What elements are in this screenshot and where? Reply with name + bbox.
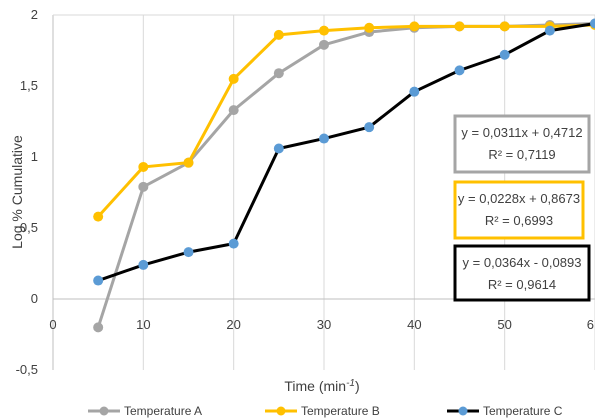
x-tick-labels: 0 10 20 30 40 50 6 xyxy=(49,317,594,332)
y-tick-label: 0,5 xyxy=(20,220,38,235)
data-point xyxy=(590,18,595,29)
data-point xyxy=(409,21,420,32)
legend-marker xyxy=(276,406,286,416)
data-point xyxy=(319,25,329,36)
series-2 xyxy=(93,19,595,222)
trendline-box-2: y = 0,0228x + 0,8673 R² = 0,6993 xyxy=(453,180,585,240)
data-point xyxy=(544,25,555,36)
y-tick-label: 0 xyxy=(31,291,38,306)
legend-marker xyxy=(458,406,468,416)
data-point xyxy=(273,143,284,154)
data-point xyxy=(454,65,465,76)
y-axis-title: Log % Cumulative xyxy=(9,135,25,249)
legend-label: Temperature C xyxy=(483,404,563,418)
data-point xyxy=(228,73,239,84)
trendline-r2: R² = 0,7119 xyxy=(488,147,555,162)
data-point xyxy=(319,39,329,50)
trendline-box-border xyxy=(453,180,585,240)
series-line xyxy=(97,22,595,282)
x-tick-label: 50 xyxy=(497,317,511,332)
y-tick-label: -0,5 xyxy=(16,362,38,377)
trendline-box-3: y = 0,0364x - 0,0893 R² = 0,9614 xyxy=(453,244,591,302)
x-axis-title: Time (min-1) xyxy=(284,378,359,394)
data-point xyxy=(138,161,149,172)
x-tick-label: 20 xyxy=(226,317,240,332)
x-tick-label: 10 xyxy=(136,317,150,332)
data-point xyxy=(319,133,329,144)
trendline-equation: y = 0,0228x + 0,8673 xyxy=(458,191,580,206)
data-point xyxy=(273,29,284,40)
trendline-box-border xyxy=(453,244,591,302)
data-point xyxy=(364,22,375,33)
data-point xyxy=(499,21,510,32)
data-point xyxy=(454,21,465,32)
data-point xyxy=(228,105,239,116)
x-tick-label: 0 xyxy=(49,317,56,332)
data-point xyxy=(93,275,104,286)
trendline-equation: y = 0,0311x + 0,4712 xyxy=(461,125,582,140)
y-tick-label: 2 xyxy=(31,7,38,22)
legend: Temperature A Temperature B Temperature C xyxy=(88,404,563,418)
legend-marker xyxy=(99,406,109,416)
x-tick-label: 40 xyxy=(407,317,421,332)
trendline-r2: R² = 0,6993 xyxy=(485,213,553,228)
data-point xyxy=(138,181,149,192)
data-point xyxy=(273,68,284,79)
y-tick-label: 1,5 xyxy=(20,78,38,93)
data-point xyxy=(409,86,420,97)
trendline-annotations: y = 0,0311x + 0,4712 R² = 0,7119 y = 0,022… xyxy=(453,114,591,302)
trendline-box-border xyxy=(453,114,591,174)
y-tick-label: 1 xyxy=(31,149,38,164)
series-3 xyxy=(93,18,595,286)
legend-label: Temperature A xyxy=(124,404,202,418)
data-point xyxy=(364,122,375,133)
trendline-r2: R² = 0,9614 xyxy=(488,277,556,292)
x-tick-label: 6 xyxy=(587,317,594,332)
y-tick-labels: -0,5 0 0,5 1 1,5 2 xyxy=(16,7,38,377)
data-point xyxy=(228,238,239,249)
series-layer xyxy=(93,18,595,333)
data-point xyxy=(499,49,510,60)
trendline-box-1: y = 0,0311x + 0,4712 R² = 0,7119 xyxy=(453,114,591,174)
data-point xyxy=(93,211,104,222)
legend-item-1: Temperature A xyxy=(88,404,202,418)
legend-item-2: Temperature B xyxy=(265,404,380,418)
x-tick-label: 30 xyxy=(317,317,331,332)
trendline-equation: y = 0,0364x - 0,0893 xyxy=(463,255,582,270)
legend-item-3: Temperature C xyxy=(447,404,563,418)
series-line xyxy=(97,23,595,218)
legend-label: Temperature B xyxy=(301,404,380,418)
data-point xyxy=(183,247,194,258)
data-point xyxy=(183,157,194,168)
data-point xyxy=(138,259,149,270)
data-point xyxy=(93,322,104,333)
